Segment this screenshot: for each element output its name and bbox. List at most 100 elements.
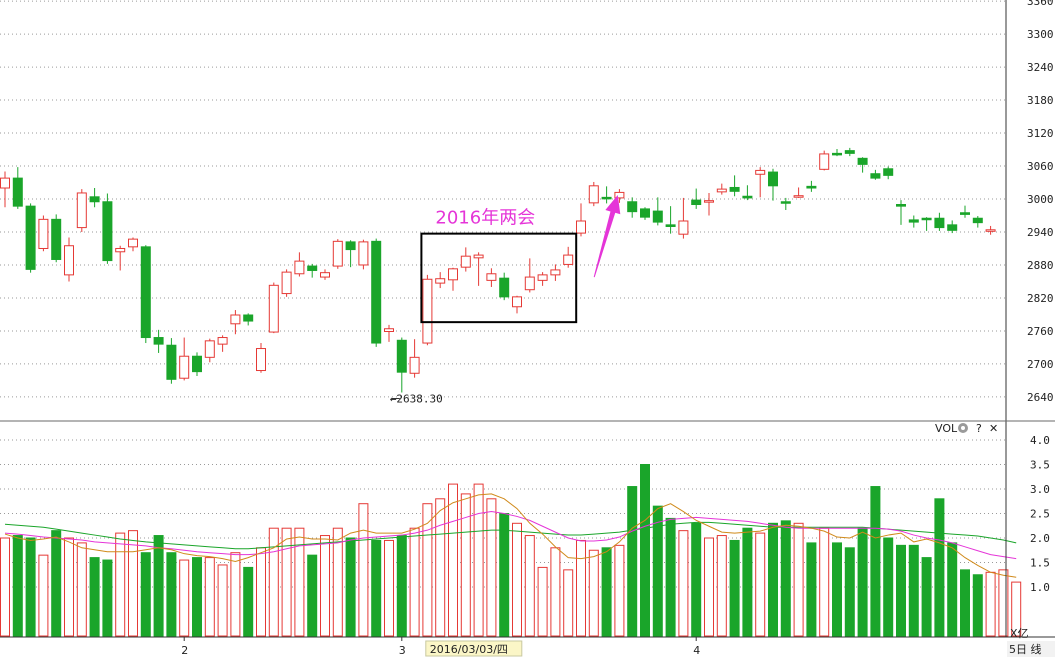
volume-bar-up	[716, 535, 727, 637]
candle-up	[576, 220, 586, 234]
candle-up	[204, 340, 215, 358]
candle-up	[448, 268, 458, 281]
close-icon[interactable]: ✕	[989, 422, 998, 435]
candle-down	[934, 217, 945, 229]
candle-up	[256, 348, 266, 372]
candle-up	[755, 169, 766, 175]
volume-bar-up	[793, 522, 804, 637]
price-tick-label: 3000	[1027, 193, 1054, 206]
volume-bar-down	[140, 552, 151, 637]
volume-bar-up	[614, 544, 625, 637]
candle-down	[12, 177, 23, 207]
low-marker-value: ←2638.30	[390, 393, 443, 406]
volume-bar-up	[704, 537, 714, 637]
candle-down	[908, 219, 919, 223]
volume-bar-down	[243, 566, 254, 637]
candle-down	[870, 173, 881, 179]
cursor-date: 2016/03/03/四	[430, 643, 508, 656]
volume-bar-down	[921, 557, 932, 637]
candle-up	[38, 218, 49, 249]
price-tick-label: 3060	[1027, 160, 1054, 173]
volume-bar-down	[883, 537, 894, 637]
candle-up	[217, 337, 228, 345]
date-tick-label: 4	[693, 644, 700, 657]
volume-bar-up	[998, 569, 1009, 637]
candle-down	[345, 241, 356, 251]
volume-bar-up	[64, 537, 74, 637]
candle-down	[601, 196, 612, 200]
volume-bar-up	[268, 527, 279, 637]
volume-bar-down	[947, 542, 958, 637]
candle-down	[140, 246, 151, 339]
volume-bar-down	[192, 557, 202, 637]
volume-bar-down	[51, 530, 62, 637]
volume-bar-up	[524, 535, 535, 637]
candle-up	[179, 355, 190, 379]
candle-up	[614, 191, 625, 199]
volume-tick-label: 3.0	[1030, 483, 1050, 496]
candle-down	[729, 186, 740, 192]
volume-bar-down	[627, 486, 638, 637]
volume-bar-down	[729, 539, 740, 637]
annotation-arrow	[593, 195, 621, 278]
help-icon[interactable]: ?	[976, 422, 982, 435]
price-tick-label: 3360	[1027, 0, 1054, 8]
ma-label: 5日 线	[1009, 642, 1042, 656]
price-tick-label: 2880	[1027, 259, 1054, 272]
volume-bar-up	[588, 549, 599, 637]
candle-down	[691, 199, 702, 206]
volume-bar-up	[755, 532, 766, 637]
candle-down	[89, 196, 100, 203]
candle-up	[0, 177, 10, 189]
candle-up	[320, 272, 330, 278]
candle-up	[486, 273, 497, 281]
volume-bar-down	[691, 522, 702, 637]
volume-bar-down	[857, 527, 868, 637]
volume-bars	[0, 464, 1022, 637]
volume-tick-label: 1.0	[1030, 581, 1050, 594]
price-tick-label: 2700	[1027, 358, 1054, 371]
volume-bar-down	[102, 559, 113, 637]
volume-panel-label: VOL	[935, 422, 958, 435]
price-tick-label: 3300	[1027, 28, 1054, 41]
volume-bar-down	[652, 505, 663, 637]
candle-down	[768, 171, 778, 187]
candle-down	[972, 217, 983, 224]
candle-up	[473, 254, 484, 259]
volume-bar-up	[358, 503, 369, 637]
two-sessions-box	[420, 232, 578, 324]
volume-bar-down	[371, 539, 382, 637]
volume-bar-up	[550, 547, 561, 637]
candle-up	[128, 238, 138, 248]
volume-bar-up	[217, 564, 228, 637]
volume-unit-label: X亿	[1010, 627, 1029, 640]
candle-down	[806, 185, 817, 189]
volume-bar-up	[281, 527, 292, 637]
price-tick-label: 2640	[1027, 391, 1054, 404]
volume-axis-ticks: 1.0 1.5 2.0 2.5 3.0 3.5 4.0	[1030, 434, 1050, 594]
volume-bar-up	[384, 539, 394, 637]
price-tick-label: 2760	[1027, 325, 1054, 338]
candle-up	[64, 245, 74, 276]
volume-moving-averages	[4, 493, 1017, 578]
candle-down	[499, 277, 510, 298]
gear-icon[interactable]	[958, 423, 968, 433]
volume-bar-down	[972, 574, 983, 637]
candle-up	[819, 153, 830, 170]
volume-tick-label: 2.0	[1030, 532, 1050, 545]
ma-label-box	[1007, 641, 1055, 657]
volume-bar-down	[166, 552, 177, 637]
volume-bar-up	[38, 554, 49, 637]
candle-up	[524, 276, 535, 291]
candle-down	[857, 157, 868, 165]
candle-down	[51, 218, 62, 260]
volume-bar-down	[89, 557, 100, 637]
price-tick-label: 2820	[1027, 292, 1054, 305]
candle-up	[409, 356, 420, 374]
volume-bar-up	[115, 532, 126, 637]
volume-tick-label: 2.5	[1030, 508, 1050, 521]
volume-bar-down	[665, 517, 676, 637]
price-tick-label: 3180	[1027, 94, 1054, 107]
volume-bar-up	[819, 527, 830, 637]
